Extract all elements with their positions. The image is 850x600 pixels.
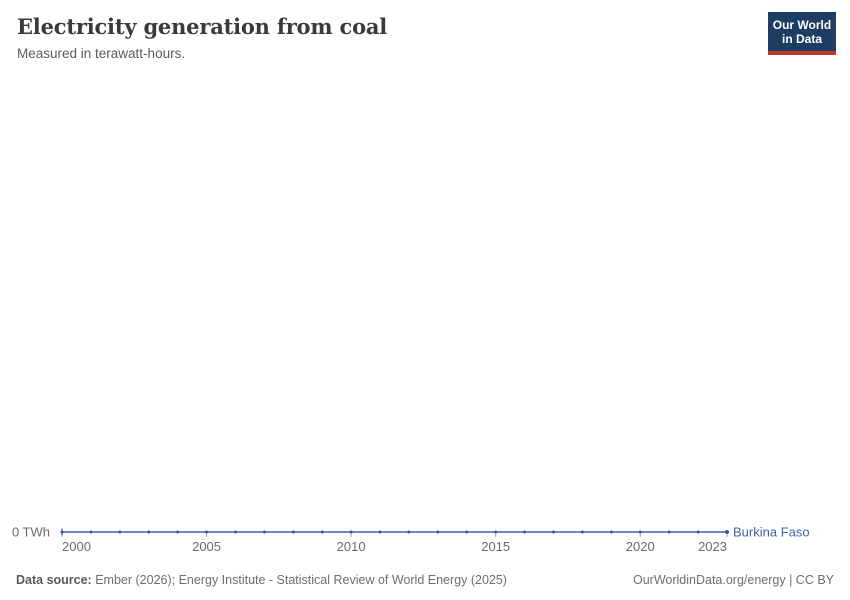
data-point-2004[interactable] xyxy=(176,530,180,534)
x-axis-label-2010: 2010 xyxy=(336,539,366,554)
data-point-2003[interactable] xyxy=(147,530,151,534)
owid-logo-line1: Our World xyxy=(772,17,832,32)
data-point-2022[interactable] xyxy=(696,530,700,534)
page-title: Electricity generation from coal xyxy=(17,14,388,39)
data-point-2002[interactable] xyxy=(118,530,122,534)
data-source-text: Ember (2026); Energy Institute - Statist… xyxy=(95,573,507,587)
chart-subtitle: Measured in terawatt-hours. xyxy=(17,46,186,61)
data-point-2023[interactable] xyxy=(725,530,729,534)
x-axis-label-2005: 2005 xyxy=(192,539,222,554)
data-point-2015[interactable] xyxy=(494,530,498,534)
data-point-2020[interactable] xyxy=(638,530,642,534)
data-point-2011[interactable] xyxy=(378,530,382,534)
chart-header: Electricity generation from coal Measure… xyxy=(17,12,836,61)
x-axis-label-2015: 2015 xyxy=(481,539,511,554)
data-point-2016[interactable] xyxy=(523,530,527,534)
data-point-2017[interactable] xyxy=(552,530,556,534)
data-source: Data source: Ember (2026); Energy Instit… xyxy=(16,573,507,587)
owid-logo-line2: in Data xyxy=(781,31,822,46)
chart-footer: Data source: Ember (2026); Energy Instit… xyxy=(16,573,834,587)
data-point-2014[interactable] xyxy=(465,530,469,534)
data-point-2009[interactable] xyxy=(320,530,324,534)
series-label-burkina-faso[interactable]: Burkina Faso xyxy=(733,524,810,540)
data-point-2012[interactable] xyxy=(407,530,411,534)
y-axis-zero-label: 0 TWh xyxy=(11,524,50,540)
data-point-2006[interactable] xyxy=(233,530,237,534)
footer-credit[interactable]: OurWorldinData.org/energy | CC BY xyxy=(632,573,834,587)
data-point-2018[interactable] xyxy=(580,530,584,534)
data-point-2010[interactable] xyxy=(349,530,353,534)
data-point-2008[interactable] xyxy=(291,530,295,534)
data-point-2000[interactable] xyxy=(60,530,64,534)
data-point-2005[interactable] xyxy=(205,530,209,534)
data-point-2019[interactable] xyxy=(609,530,613,534)
data-point-2007[interactable] xyxy=(262,530,266,534)
data-point-2013[interactable] xyxy=(436,530,440,534)
owid-logo: Our World in Data xyxy=(768,12,836,55)
data-point-2001[interactable] xyxy=(89,530,93,534)
x-axis-label-2000: 2000 xyxy=(62,539,91,554)
x-axis-label-2020: 2020 xyxy=(625,539,655,554)
x-axis-label-2023: 2023 xyxy=(698,539,727,554)
data-point-2021[interactable] xyxy=(667,530,671,534)
data-source-label: Data source: xyxy=(16,573,92,587)
